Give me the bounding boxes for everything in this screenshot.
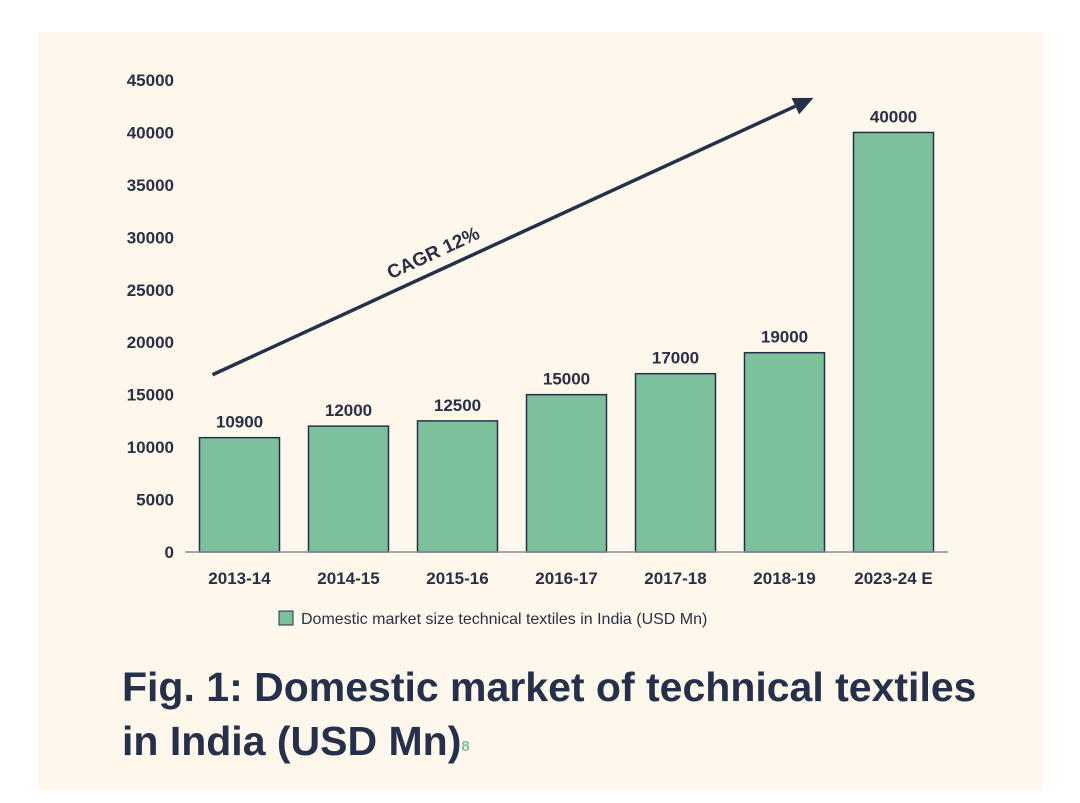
x-tick-label: 2016-17 (535, 569, 597, 588)
y-tick-label: 45000 (127, 71, 174, 90)
x-tick-label: 2023-24 E (854, 569, 932, 588)
bar-2015-16 (416, 420, 499, 553)
data-label-2016-17: 15000 (543, 370, 590, 389)
x-tick-label: 2018-19 (753, 569, 815, 588)
cagr-arrow-line (211, 104, 797, 377)
legend: Domestic market size technical textiles … (278, 610, 707, 628)
data-label-2013-14: 10900 (216, 413, 263, 432)
x-tick-label: 2014-15 (317, 569, 379, 588)
data-label-2023-24 E: 40000 (870, 107, 917, 126)
x-tick-label: 2015-16 (426, 569, 488, 588)
data-label-2018-19: 19000 (761, 328, 808, 347)
bar-2023-24 E (852, 131, 935, 553)
legend-swatch (278, 610, 294, 626)
y-tick-label: 35000 (127, 176, 174, 195)
bar-2014-15 (307, 425, 390, 553)
data-label-2015-16: 12500 (434, 396, 481, 415)
legend-label: Domestic market size technical textiles … (301, 611, 707, 628)
x-tick-label: 2017-18 (644, 569, 706, 588)
y-axis: 0 5000 10000 15000 20000 25000 30000 35000 40000… (127, 71, 174, 562)
figure-caption: Fig. 1: Domestic market of technical tex… (122, 660, 1002, 768)
cagr-arrow: CAGR 12% (211, 97, 814, 377)
y-tick-label: 5000 (136, 491, 174, 510)
x-axis: 2013-14 2014-15 2015-16 2016-17 2017-18 2018-… (185, 551, 948, 588)
y-tick-label: 10000 (127, 438, 174, 457)
x-tick-label: 2013-14 (208, 569, 271, 588)
data-label-2014-15: 12000 (325, 401, 372, 420)
bar-2013-14 (198, 436, 281, 553)
y-tick-label: 40000 (127, 123, 174, 142)
footnote-marker: 8 (461, 738, 470, 755)
bars (198, 131, 935, 553)
y-tick-label: 20000 (127, 333, 174, 352)
bar-2018-19 (743, 351, 826, 553)
cagr-arrow-head (791, 97, 814, 115)
y-tick-label: 0 (165, 543, 174, 562)
data-labels: 10900 12000 12500 15000 17000 19000 40000 (216, 107, 917, 431)
caption-text: Fig. 1: Domestic market of technical tex… (122, 664, 977, 764)
data-label-2017-18: 17000 (652, 349, 699, 368)
cagr-label: CAGR 12% (384, 223, 483, 284)
y-tick-label: 25000 (127, 281, 174, 300)
y-tick-label: 15000 (127, 386, 174, 405)
y-tick-label: 30000 (127, 228, 174, 247)
bar-2016-17 (525, 393, 608, 553)
bar-2017-18 (634, 372, 717, 553)
